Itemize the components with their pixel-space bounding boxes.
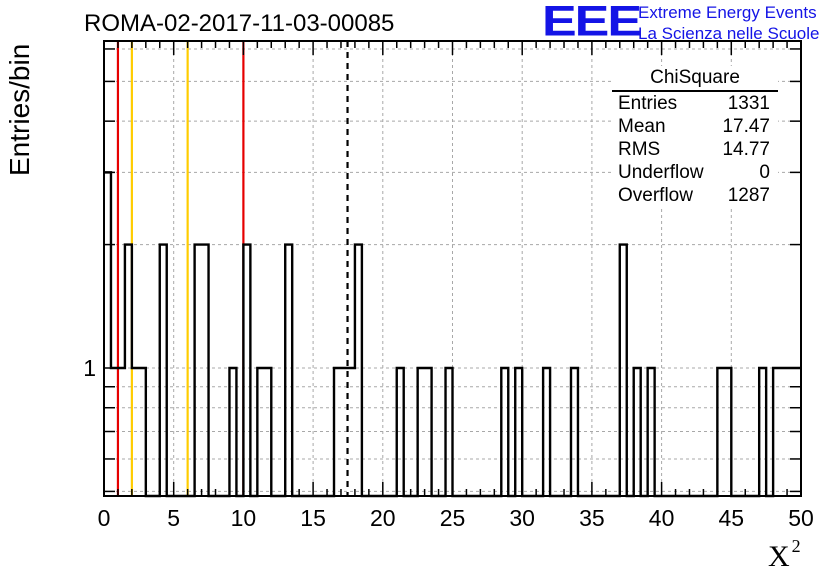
stats-value: 14.77 (722, 139, 770, 160)
x-tick-label: 50 (788, 505, 814, 531)
stats-row-overflow: Overflow 1287 (612, 184, 778, 207)
stats-label: Overflow (618, 185, 693, 206)
x-tick-label: 10 (231, 505, 257, 531)
x-tick-label: 0 (98, 505, 111, 531)
stats-value: 1331 (727, 93, 770, 114)
y-axis-label: Entries/bin (4, 43, 35, 176)
y-tick-label: 1 (83, 355, 96, 381)
stats-row-mean: Mean 17.47 (612, 115, 778, 138)
x-tick-label: 40 (649, 505, 675, 531)
stats-row-rms: RMS 14.77 (612, 138, 778, 161)
stats-label: RMS (618, 139, 661, 160)
x-tick-label: 15 (300, 505, 326, 531)
stats-label: Underflow (618, 162, 704, 183)
logo-line-2: La Scienza nelle Scuole (638, 24, 820, 43)
stats-label: Mean (618, 116, 666, 137)
axis-ticks (103, 41, 802, 496)
x-axis-label-superscript: 2 (791, 536, 801, 556)
stats-value: 1287 (727, 185, 770, 206)
stats-row-underflow: Underflow 0 (612, 161, 778, 184)
logo-line-1: Extreme Energy Events (638, 3, 817, 22)
stats-row-entries: Entries 1331 (612, 92, 778, 115)
stats-value: 0 (759, 162, 770, 183)
stats-value: 17.47 (722, 116, 770, 137)
x-tick-label: 45 (719, 505, 745, 531)
eee-logo: EEE (542, 0, 642, 46)
stats-label: Entries (618, 93, 678, 114)
x-tick-label: 35 (579, 505, 605, 531)
x-tick-label: 30 (509, 505, 535, 531)
x-tick-label: 5 (167, 505, 180, 531)
histogram-outline (104, 171, 801, 498)
chart-title: ROMA-02-2017-11-03-00085 (84, 10, 395, 37)
x-tick-label: 20 (370, 505, 396, 531)
stats-box: ChiSquare Entries 1331 Mean 17.47 RMS 14.77… (612, 66, 778, 207)
x-axis-label-symbol: X (768, 540, 790, 573)
stats-box-title: ChiSquare (612, 66, 778, 92)
axis-tick-labels: 0 5 10 15 20 25 30 35 40 45 50 1 (83, 355, 814, 531)
x-tick-label: 25 (440, 505, 466, 531)
